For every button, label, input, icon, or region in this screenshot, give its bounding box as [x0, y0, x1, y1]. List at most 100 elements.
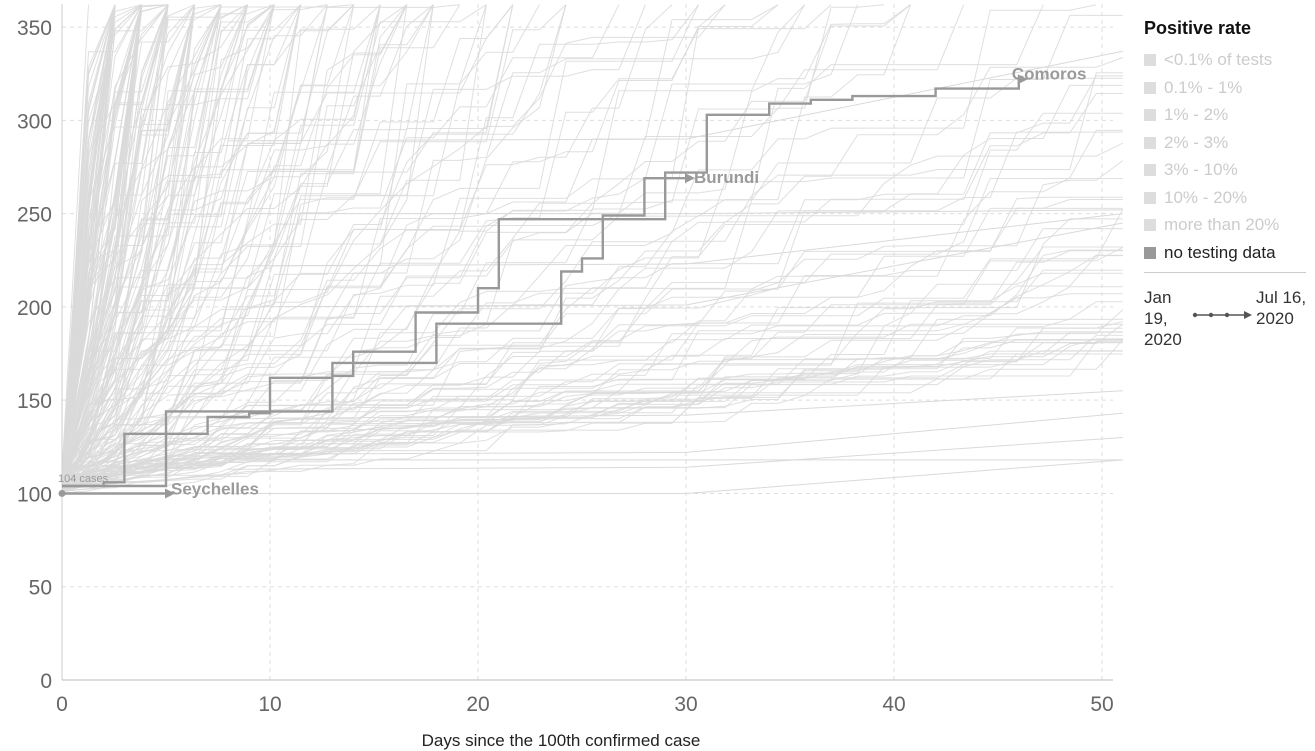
- background-line: [61, 339, 1123, 478]
- timeline-control[interactable]: Jan 19, 2020 Jul 16, 2020: [1144, 287, 1312, 353]
- legend-swatch: [1144, 219, 1156, 231]
- legend-item[interactable]: 3% - 10%: [1144, 156, 1312, 184]
- background-line: [228, 209, 1123, 215]
- background-line: [61, 4, 328, 494]
- legend-swatch: [1144, 81, 1156, 94]
- background-line: [61, 4, 381, 490]
- background-line: [228, 459, 1123, 494]
- legend-item[interactable]: <0.1% of tests: [1144, 46, 1312, 74]
- legend-item[interactable]: more than 20%: [1144, 211, 1312, 239]
- background-line: [61, 4, 434, 494]
- x-axis-title: Days since the 100th confirmed case: [422, 731, 701, 750]
- x-tick-label: 50: [1090, 693, 1113, 716]
- background-line: [61, 4, 222, 483]
- legend-title: Positive rate: [1144, 18, 1252, 38]
- background-line: [61, 4, 408, 489]
- x-tick-label: 30: [674, 693, 697, 716]
- legend-swatch: [1144, 54, 1156, 66]
- background-line: [228, 222, 1123, 308]
- annotation-label: 104 cases: [58, 473, 109, 485]
- background-line: [61, 14, 1123, 483]
- grid-lines: [62, 4, 1113, 680]
- background-line: [228, 50, 1123, 142]
- background-line: [61, 218, 1123, 485]
- legend-item[interactable]: 2% - 3%: [1144, 129, 1312, 157]
- y-tick-label: 350: [17, 17, 52, 40]
- background-line: [61, 254, 1123, 486]
- legend-item[interactable]: 1% - 2%: [1144, 101, 1312, 129]
- background-line: [61, 4, 911, 477]
- y-tick-label: 0: [40, 670, 52, 693]
- background-line: [228, 412, 1123, 455]
- background-line: [228, 213, 1123, 267]
- background-line: [61, 209, 1124, 485]
- background-country-lines: [61, 4, 1124, 494]
- y-tick-label: 200: [17, 297, 52, 320]
- series-arrow-seychelles: [165, 488, 175, 499]
- background-line: [61, 293, 1123, 481]
- background-line: [61, 4, 355, 482]
- background-line: [61, 4, 302, 485]
- legend-divider: [1144, 272, 1306, 273]
- axes: [61, 4, 1113, 681]
- background-line: [61, 4, 911, 493]
- x-tick-label: 20: [466, 693, 489, 716]
- background-line: [61, 4, 514, 472]
- legend-item-label: no testing data: [1164, 242, 1276, 262]
- background-line: [61, 4, 434, 483]
- background-line: [61, 4, 116, 474]
- x-tick-label: 0: [56, 693, 68, 716]
- legend-item[interactable]: 0.1% - 1%: [1144, 74, 1312, 102]
- background-line: [61, 4, 885, 484]
- timeline-start-date: Jan 19, 2020: [1144, 288, 1182, 349]
- background-line: [61, 4, 143, 481]
- background-line: [61, 4, 116, 486]
- background-line: [61, 4, 143, 479]
- legend-swatch: [1144, 164, 1156, 176]
- background-line: [61, 77, 1123, 484]
- legend-item-label: more than 20%: [1164, 215, 1280, 234]
- background-line: [61, 4, 699, 485]
- legend-item-label: 1% - 2%: [1164, 105, 1229, 124]
- x-tick-label: 40: [882, 693, 905, 716]
- background-line: [61, 4, 487, 482]
- legend: Positive rate <0.1% of tests 0.1% - 1% 1% …: [1144, 18, 1312, 353]
- background-line: [61, 4, 806, 493]
- background-line: [61, 350, 1123, 482]
- y-tick-label: 250: [17, 204, 52, 227]
- background-line: [61, 4, 302, 489]
- seychelles-start-dot: [58, 489, 66, 497]
- background-line: [61, 246, 1123, 492]
- legend-item[interactable]: 10% - 20%: [1144, 184, 1312, 212]
- background-line: [61, 4, 408, 481]
- y-tick-label: 100: [17, 483, 52, 506]
- background-line: [61, 4, 196, 477]
- background-line: [61, 4, 249, 474]
- background-line: [61, 4, 116, 482]
- legend-item-label: <0.1% of tests: [1164, 50, 1273, 69]
- background-line: [61, 4, 89, 473]
- background-line: [61, 131, 1123, 487]
- background-line: [61, 4, 143, 480]
- y-tick-label: 300: [17, 110, 52, 133]
- background-line: [61, 93, 1123, 493]
- timeline-arrow-icon: [1192, 311, 1252, 319]
- legend-item[interactable]: no testing data: [1144, 239, 1312, 267]
- series-arrow-burundi: [685, 173, 695, 184]
- y-tick-label: 50: [29, 577, 52, 600]
- series-line-burundi[interactable]: [62, 177, 686, 488]
- legend-swatch: [1144, 191, 1156, 204]
- background-line: [61, 4, 222, 472]
- background-line: [61, 4, 196, 477]
- series-label-burundi: Burundi: [694, 168, 759, 187]
- background-line: [61, 129, 1123, 490]
- series-line-comoros[interactable]: [62, 79, 1020, 488]
- legend-swatch: [1144, 109, 1156, 121]
- series-label-seychelles: Seychelles: [171, 479, 259, 498]
- legend-items: <0.1% of tests 0.1% - 1% 1% - 2% 2% - 3% 3% …: [1144, 46, 1312, 266]
- background-line: [61, 196, 1123, 488]
- background-line: [61, 4, 487, 480]
- background-line: [61, 4, 196, 488]
- background-line: [61, 4, 196, 485]
- background-line: [61, 4, 726, 474]
